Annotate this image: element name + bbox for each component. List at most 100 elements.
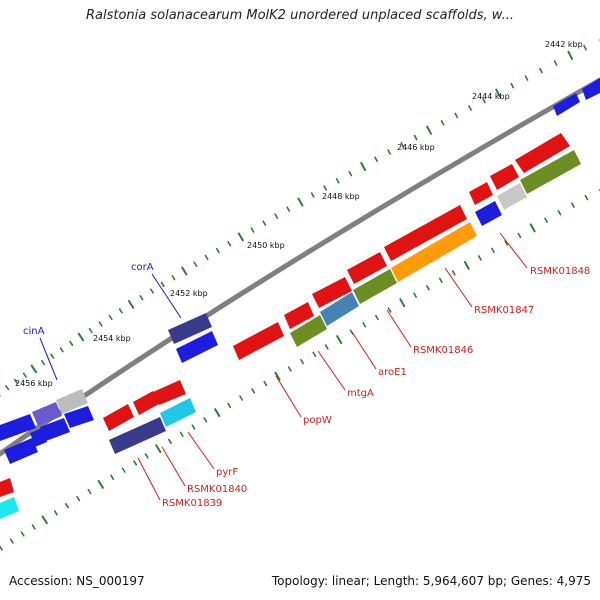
gene-feature[interactable] [515, 133, 570, 173]
tick-mark [22, 372, 27, 378]
tick-mark [191, 424, 196, 430]
gene-feature[interactable] [0, 478, 14, 497]
gene-feature[interactable] [109, 417, 166, 454]
tick-mark [31, 524, 36, 530]
gene-feature[interactable] [391, 222, 477, 282]
gene-feature[interactable] [0, 414, 36, 441]
gene-feature[interactable] [4, 438, 38, 464]
tick-mark [310, 192, 315, 198]
gene-feature[interactable] [347, 252, 387, 284]
gene-label-leader [151, 273, 182, 319]
tick-mark [297, 197, 304, 207]
tick-mark [360, 162, 367, 171]
gene-feature[interactable] [56, 389, 88, 414]
tick-mark [426, 125, 432, 135]
tick-mark [13, 378, 19, 385]
tick-mark [335, 178, 340, 184]
gene-label[interactable]: RSMK01839 [162, 498, 222, 509]
tick-mark [399, 298, 406, 308]
gene-feature[interactable] [133, 391, 159, 415]
tick-mark [121, 467, 126, 473]
gene-label-leader [161, 446, 186, 487]
tick-mark [251, 388, 256, 394]
gene-feature[interactable] [290, 315, 327, 347]
tick-mark [144, 453, 149, 459]
gene-feature[interactable] [553, 93, 580, 116]
tick-mark [88, 327, 93, 334]
tick-mark [567, 50, 574, 60]
tick-mark [300, 358, 304, 365]
tick-mark [227, 402, 232, 409]
gene-features [0, 78, 600, 519]
gene-label[interactable]: RSMK01847 [474, 305, 534, 316]
gene-label[interactable]: RSMK01846 [413, 345, 473, 356]
gene-feature[interactable] [490, 164, 519, 190]
tick-mark [227, 241, 232, 247]
gene-label[interactable]: aroE1 [378, 367, 407, 378]
tick-mark [524, 75, 529, 81]
gene-label[interactable]: popW [303, 415, 332, 426]
gene-label[interactable]: RSMK01840 [187, 484, 247, 495]
gene-feature[interactable] [30, 428, 47, 447]
tick-mark [468, 105, 472, 111]
gene-label-leader [499, 232, 528, 269]
kbp-label: 2446 kbp [397, 143, 435, 152]
gene-feature[interactable] [103, 404, 134, 431]
tick-mark [387, 149, 392, 155]
gene-feature[interactable] [40, 418, 70, 441]
tick-mark [374, 314, 379, 321]
gene-feature[interactable] [384, 205, 467, 261]
tick-mark [0, 545, 3, 551]
tick-mark [504, 240, 509, 246]
accession-text: Accession: NS_000197 [9, 574, 145, 588]
gene-feature[interactable] [520, 150, 581, 194]
topology-summary: Topology: linear; Length: 5,964,607 bp; … [271, 574, 591, 588]
gene-feature[interactable] [469, 182, 493, 205]
tick-mark [477, 255, 482, 261]
gene-label-leader [275, 375, 302, 418]
gene-label-leader [351, 331, 377, 370]
gene-feature[interactable] [284, 302, 314, 329]
gene-feature[interactable] [64, 406, 94, 428]
gene-feature[interactable] [153, 380, 186, 405]
gene-label[interactable]: pyrF [216, 467, 238, 478]
tick-mark [97, 480, 104, 489]
tick-mark [510, 82, 515, 89]
gene-feature[interactable] [582, 78, 600, 100]
tick-mark [323, 185, 328, 191]
gene-feature[interactable] [475, 201, 502, 226]
gene-feature[interactable] [168, 313, 212, 344]
gene-label[interactable]: mtgA [347, 388, 374, 399]
tick-mark [215, 247, 220, 254]
tick-mark [557, 210, 562, 216]
tick-mark [118, 308, 123, 314]
tick-mark [64, 503, 69, 509]
tick-mark [193, 261, 198, 267]
tick-mark [168, 438, 172, 445]
tick-mark [5, 385, 10, 391]
gene-feature[interactable] [32, 402, 62, 426]
gene-feature[interactable] [233, 322, 284, 360]
gene-label-leader [137, 457, 161, 501]
gene-label[interactable]: corA [131, 262, 154, 273]
gene-feature[interactable] [160, 398, 196, 427]
tick-mark [482, 97, 486, 104]
gene-label[interactable]: cinA [23, 326, 45, 337]
tick-mark [127, 299, 135, 309]
tick-mark [263, 380, 268, 387]
gene-feature[interactable] [176, 331, 218, 363]
gene-feature[interactable] [320, 292, 359, 326]
gene-feature[interactable] [497, 183, 527, 210]
tick-mark [274, 371, 281, 381]
tick-mark [59, 347, 64, 353]
gene-feature[interactable] [0, 497, 19, 519]
kbp-label: 2456 kbp [15, 379, 53, 388]
gene-label[interactable]: RSMK01848 [530, 266, 590, 277]
tick-mark [362, 322, 367, 328]
tick-mark [76, 495, 81, 502]
inner-tick-track [0, 189, 600, 551]
gene-feature[interactable] [312, 277, 352, 308]
tick-mark [41, 515, 48, 525]
gene-feature[interactable] [353, 269, 397, 304]
